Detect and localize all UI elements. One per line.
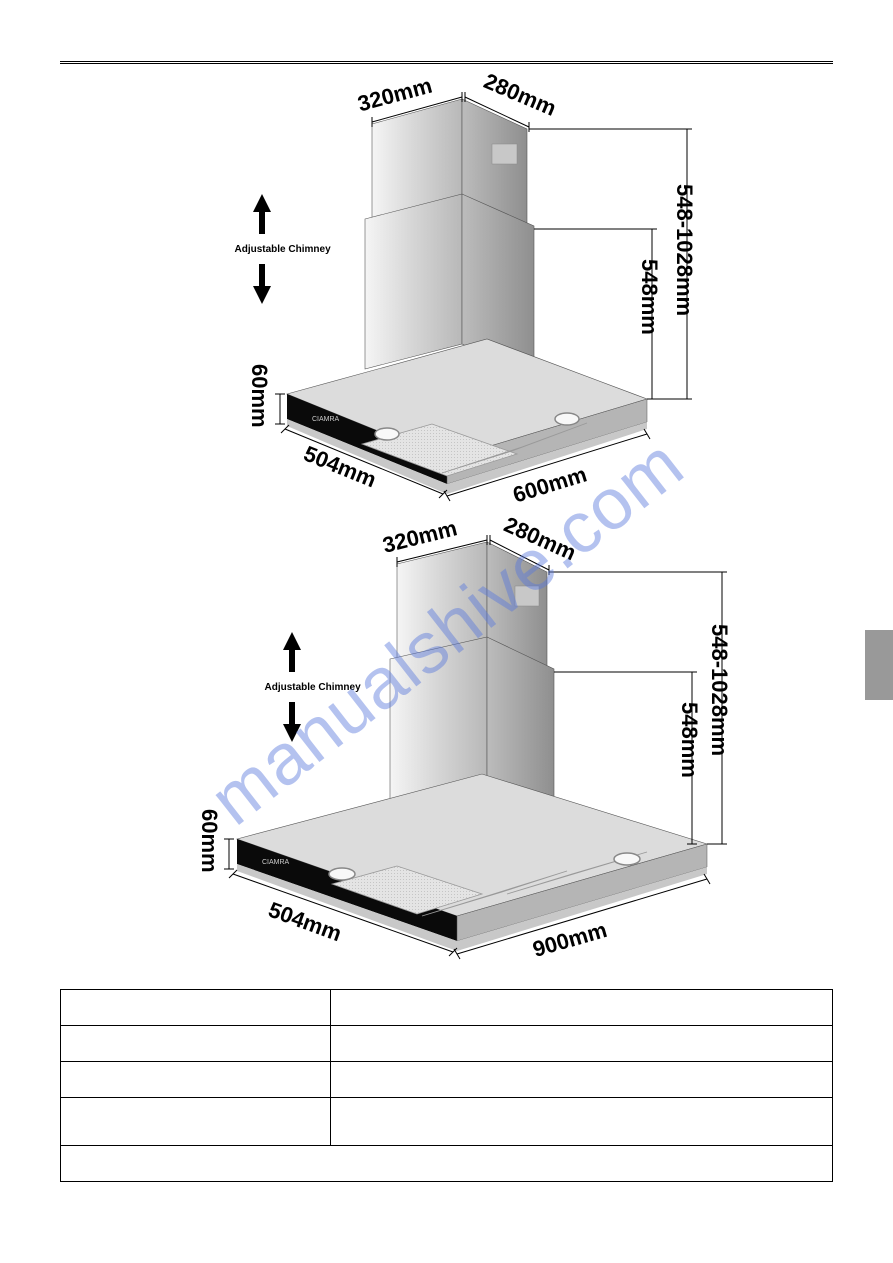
spec-cell — [61, 1098, 331, 1146]
adjustable-label-900: Adjustable Chimney — [265, 682, 361, 693]
spec-cell — [61, 1026, 331, 1062]
dim-bodyh-900: 60mm — [196, 809, 222, 873]
side-tab — [865, 630, 893, 700]
table-row — [61, 1026, 833, 1062]
dim-hbase-600: 548mm — [636, 259, 662, 335]
table-row — [61, 990, 833, 1026]
spec-cell-full — [61, 1146, 833, 1182]
spec-cell — [331, 1098, 833, 1146]
page-header-rule — [60, 40, 833, 64]
spec-cell — [331, 990, 833, 1026]
svg-text:CIAMRA: CIAMRA — [262, 859, 290, 866]
spec-cell — [331, 1026, 833, 1062]
spec-table — [60, 989, 833, 1182]
diagram-900: CIAMRA — [147, 524, 747, 964]
dim-hrange-600: 548-1028mm — [671, 184, 697, 316]
spec-cell — [331, 1062, 833, 1098]
table-row — [61, 1062, 833, 1098]
dim-hbase-900: 548mm — [676, 702, 702, 778]
diagrams-area: CIAMRA — [60, 84, 833, 964]
dim-bodyh-600: 60mm — [246, 364, 272, 428]
table-row — [61, 1098, 833, 1146]
dim-hrange-900: 548-1028mm — [706, 624, 732, 756]
diagram-600: CIAMRA — [147, 84, 747, 504]
spec-cell — [61, 1062, 331, 1098]
hood-900-svg: CIAMRA — [147, 524, 747, 964]
table-row — [61, 1146, 833, 1182]
spec-cell — [61, 990, 331, 1026]
adjustable-label-600: Adjustable Chimney — [235, 244, 331, 255]
